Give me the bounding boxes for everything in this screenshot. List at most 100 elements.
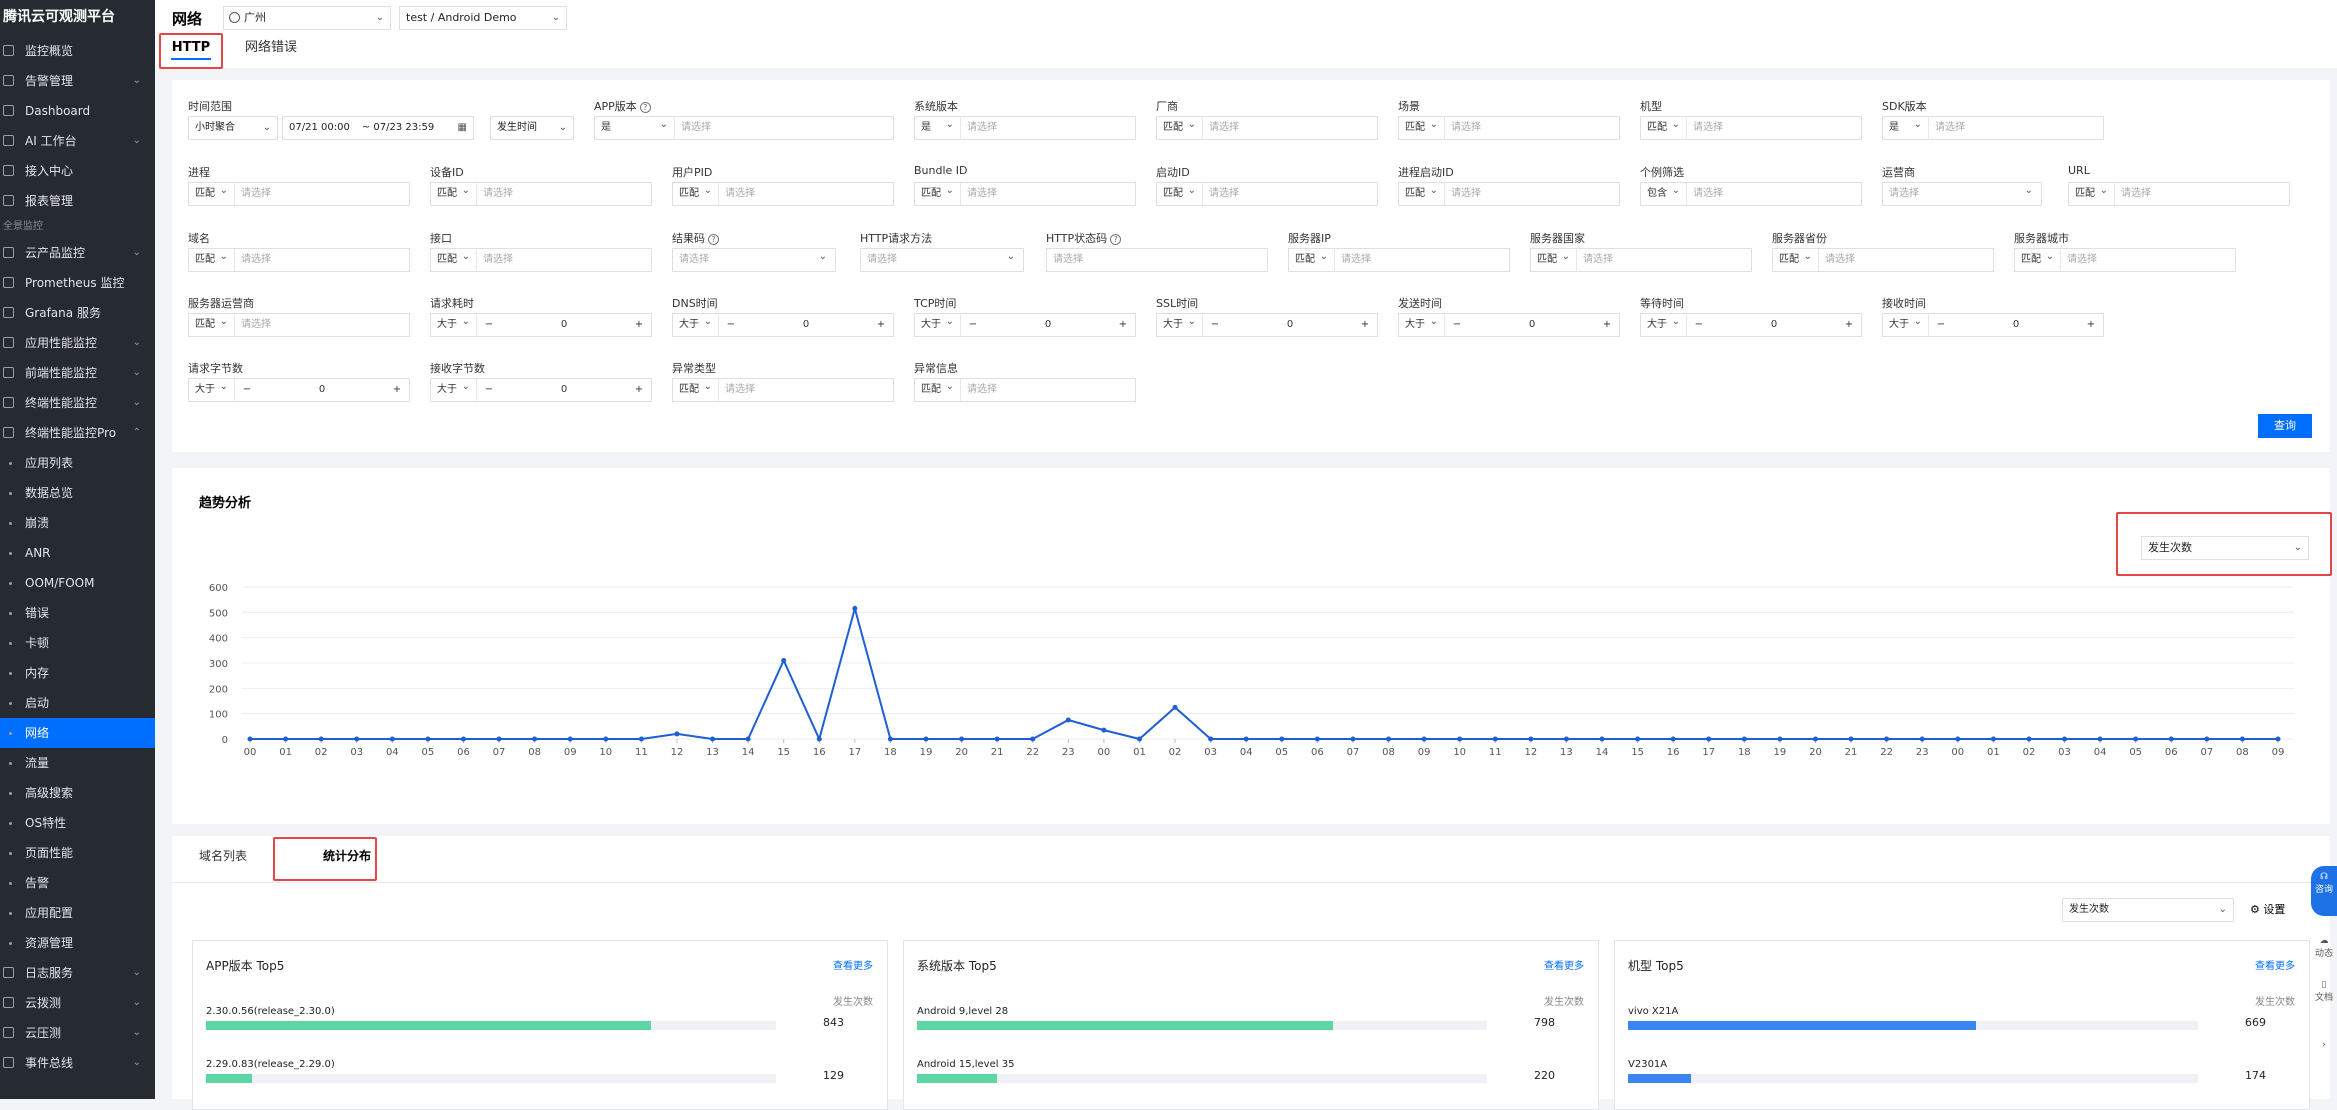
compare-operator[interactable]: 大于 <box>1883 314 1929 336</box>
plus-button[interactable]: + <box>634 319 644 330</box>
filter-select[interactable]: 请选择 ⌄ <box>1882 182 2042 206</box>
filter-input[interactable]: 匹配请选择 <box>1772 248 1994 272</box>
number-value[interactable]: 0 <box>2012 319 2020 330</box>
minus-button[interactable]: − <box>1210 319 1220 330</box>
tab-stat-distribution[interactable]: 统计分布 <box>299 838 395 874</box>
plus-button[interactable]: + <box>634 384 644 395</box>
nav-item[interactable]: Prometheus 监控 <box>0 268 155 298</box>
app-select[interactable]: test / Android Demo ⌄ <box>399 6 567 30</box>
filter-input[interactable]: 匹配请选择 <box>1156 116 1378 140</box>
compare-operator[interactable]: 大于 <box>1641 314 1687 336</box>
filter-input[interactable]: 匹配请选择 <box>914 182 1136 206</box>
sidebar-sub-item[interactable]: 应用列表 <box>0 448 155 478</box>
sidebar-sub-item[interactable]: 数据总览 <box>0 478 155 508</box>
consult-button[interactable]: ☊ 咨询 <box>2311 866 2337 916</box>
match-operator[interactable]: 匹配 <box>1641 117 1687 139</box>
compare-operator[interactable]: 大于 <box>1399 314 1445 336</box>
sidebar-sub-item[interactable]: 启动 <box>0 688 155 718</box>
number-value[interactable]: 0 <box>1286 319 1294 330</box>
filter-input[interactable]: 匹配请选择 <box>1640 116 1862 140</box>
tab-http[interactable]: HTTP <box>159 30 223 66</box>
filter-input[interactable]: 匹配请选择 <box>914 378 1136 402</box>
nav-item[interactable]: Dashboard <box>0 96 155 126</box>
app-version-filter[interactable]: 是请选择 <box>594 116 894 140</box>
nav-item[interactable]: 云产品监控 ⌄ <box>0 238 155 268</box>
docs-button[interactable]: ▯ 文档 <box>2311 980 2337 1016</box>
nav-item[interactable]: 终端性能监控Pro ⌃ <box>0 418 155 448</box>
nav-item[interactable]: 应用性能监控 ⌄ <box>0 328 155 358</box>
tab-domain-list[interactable]: 域名列表 <box>199 838 247 874</box>
match-operator[interactable]: 是 <box>915 117 961 139</box>
compare-operator[interactable]: 大于 <box>431 379 477 401</box>
plus-button[interactable]: + <box>1118 319 1128 330</box>
match-operator[interactable]: 匹配 <box>915 379 961 401</box>
minus-button[interactable]: − <box>726 319 736 330</box>
minus-button[interactable]: − <box>242 384 252 395</box>
compare-operator[interactable]: 大于 <box>431 314 477 336</box>
match-operator[interactable]: 匹配 <box>1773 249 1819 271</box>
help-icon[interactable]: ? <box>639 101 651 113</box>
settings-button[interactable]: ⚙ 设置 <box>2250 898 2308 922</box>
nav-item[interactable]: 告警管理 ⌄ <box>0 66 155 96</box>
filter-input[interactable]: 匹配请选择 <box>672 182 894 206</box>
minus-button[interactable]: − <box>1936 319 1946 330</box>
match-operator[interactable]: 匹配 <box>2015 249 2061 271</box>
sidebar-sub-item[interactable]: 资源管理 <box>0 928 155 958</box>
match-operator[interactable]: 匹配 <box>2069 183 2115 205</box>
number-filter[interactable]: 大于− 0 + <box>1882 313 2104 337</box>
compare-operator[interactable]: 大于 <box>1157 314 1203 336</box>
match-operator[interactable]: 匹配 <box>189 314 235 336</box>
minus-button[interactable]: − <box>968 319 978 330</box>
match-operator[interactable]: 匹配 <box>1157 117 1203 139</box>
dynamic-button[interactable]: ☁ 动态 <box>2311 936 2337 972</box>
sidebar-sub-item[interactable]: 错误 <box>0 598 155 628</box>
sidebar-sub-item[interactable]: 网络 <box>0 718 155 748</box>
sidebar-sub-item[interactable]: 应用配置 <box>0 898 155 928</box>
plus-button[interactable]: + <box>2086 319 2096 330</box>
filter-input[interactable]: 匹配请选择 <box>2068 182 2290 206</box>
filter-input[interactable]: 是请选择 <box>914 116 1136 140</box>
match-operator[interactable]: 是 <box>1883 117 1929 139</box>
minus-button[interactable]: − <box>1452 319 1462 330</box>
number-value[interactable]: 0 <box>1770 319 1778 330</box>
help-icon[interactable]: ? <box>1110 233 1122 245</box>
match-operator[interactable]: 匹配 <box>1289 249 1335 271</box>
filter-input[interactable]: 匹配请选择 <box>1398 116 1620 140</box>
help-icon[interactable]: ? <box>708 233 719 245</box>
number-filter[interactable]: 大于− 0 + <box>430 313 652 337</box>
filter-input[interactable]: 匹配请选择 <box>1288 248 1510 272</box>
plus-button[interactable]: + <box>1602 319 1612 330</box>
nav-item[interactable]: 云压测 ⌄ <box>0 1018 155 1048</box>
date-range-picker[interactable]: 07/21 00:00 ~ 07/23 23:59 ▦ <box>282 116 474 140</box>
status-code-input[interactable]: 请选择 <box>1046 248 1268 272</box>
sidebar-sub-item[interactable]: 高级搜索 <box>0 778 155 808</box>
match-operator[interactable]: 是 <box>595 117 675 139</box>
sidebar-sub-item[interactable]: 崩溃 <box>0 508 155 538</box>
trend-metric-select[interactable]: 发生次数 ⌄ <box>2141 536 2309 560</box>
plus-button[interactable]: + <box>1844 319 1854 330</box>
filter-input[interactable]: 匹配请选择 <box>1530 248 1752 272</box>
match-operator[interactable]: 匹配 <box>673 379 719 401</box>
match-operator[interactable]: 匹配 <box>431 183 477 205</box>
match-operator[interactable]: 包含 <box>1641 183 1687 205</box>
sidebar-sub-item[interactable]: 流量 <box>0 748 155 778</box>
minus-button[interactable]: − <box>1694 319 1704 330</box>
match-operator[interactable]: 匹配 <box>189 249 235 271</box>
filter-input[interactable]: 包含请选择 <box>1640 182 1862 206</box>
number-value[interactable]: 0 <box>560 319 568 330</box>
sidebar-sub-item[interactable]: 内存 <box>0 658 155 688</box>
compare-operator[interactable]: 大于 <box>189 379 235 401</box>
plus-button[interactable]: + <box>1360 319 1370 330</box>
view-more-link[interactable]: 查看更多 <box>833 961 873 972</box>
number-value[interactable]: 0 <box>802 319 810 330</box>
number-filter[interactable]: 大于− 0 + <box>1156 313 1378 337</box>
query-button[interactable]: 查询 <box>2258 414 2312 438</box>
number-filter[interactable]: 大于− 0 + <box>188 378 410 402</box>
filter-input[interactable]: 匹配请选择 <box>430 248 652 272</box>
number-filter[interactable]: 大于− 0 + <box>1398 313 1620 337</box>
filter-select[interactable]: 请选择 ⌄ <box>860 248 1024 272</box>
region-select[interactable]: 广州 ⌄ <box>223 6 391 30</box>
match-operator[interactable]: 匹配 <box>915 183 961 205</box>
nav-item[interactable]: AI 工作台 ⌄ <box>0 126 155 156</box>
sidebar-sub-item[interactable]: ANR <box>0 538 155 568</box>
